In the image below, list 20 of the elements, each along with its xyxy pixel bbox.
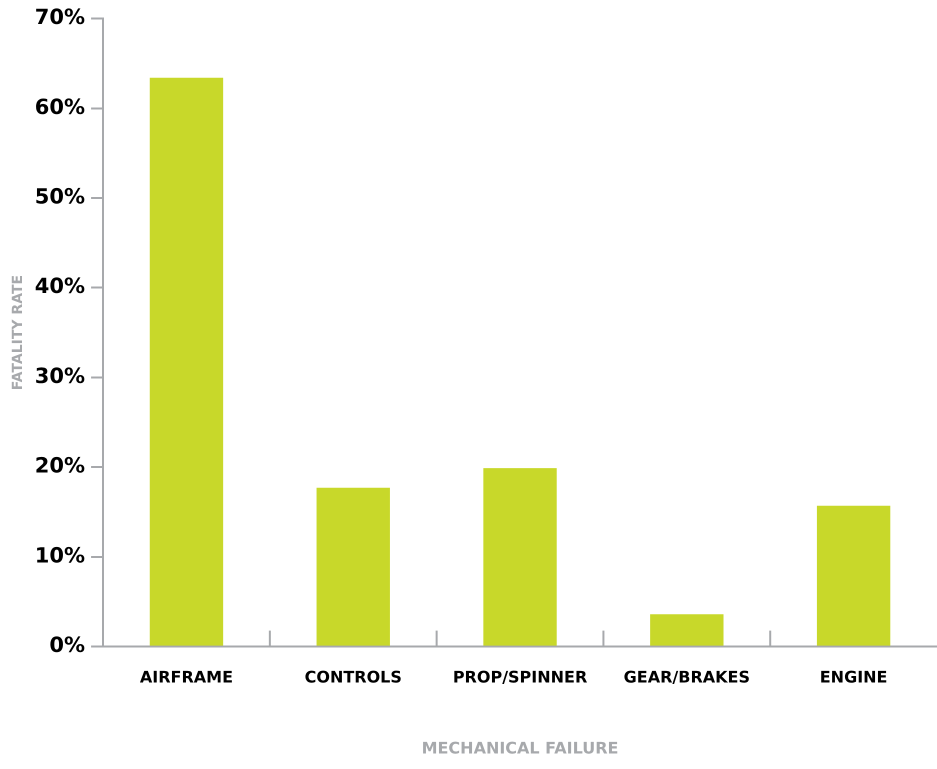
bar: [483, 468, 557, 646]
x-tick-label: GEAR/BRAKES: [624, 667, 750, 686]
y-tick-label: 30%: [34, 364, 86, 388]
x-tick-label: PROP/SPINNER: [452, 667, 588, 686]
y-tick-label: 60%: [34, 94, 86, 119]
bar: [316, 488, 390, 646]
y-tick-label: 70%: [34, 5, 86, 30]
y-tick-label: 10%: [34, 543, 86, 568]
y-tick-label: 50%: [34, 184, 86, 208]
y-axis-title: FATALITY RATE: [10, 274, 26, 390]
x-tick-label: AIRFRAME: [140, 667, 234, 686]
y-tick-label: 0%: [49, 633, 86, 658]
x-tick-label: ENGINE: [820, 667, 888, 686]
y-tick-label: 20%: [34, 454, 86, 478]
bar: [650, 614, 724, 646]
x-tick-label: CONTROLS: [304, 667, 402, 686]
x-axis-title: MECHANICAL FAILURE: [422, 738, 618, 758]
bar: [150, 78, 224, 646]
bar: [816, 506, 890, 646]
y-tick-label: 40%: [34, 274, 86, 298]
